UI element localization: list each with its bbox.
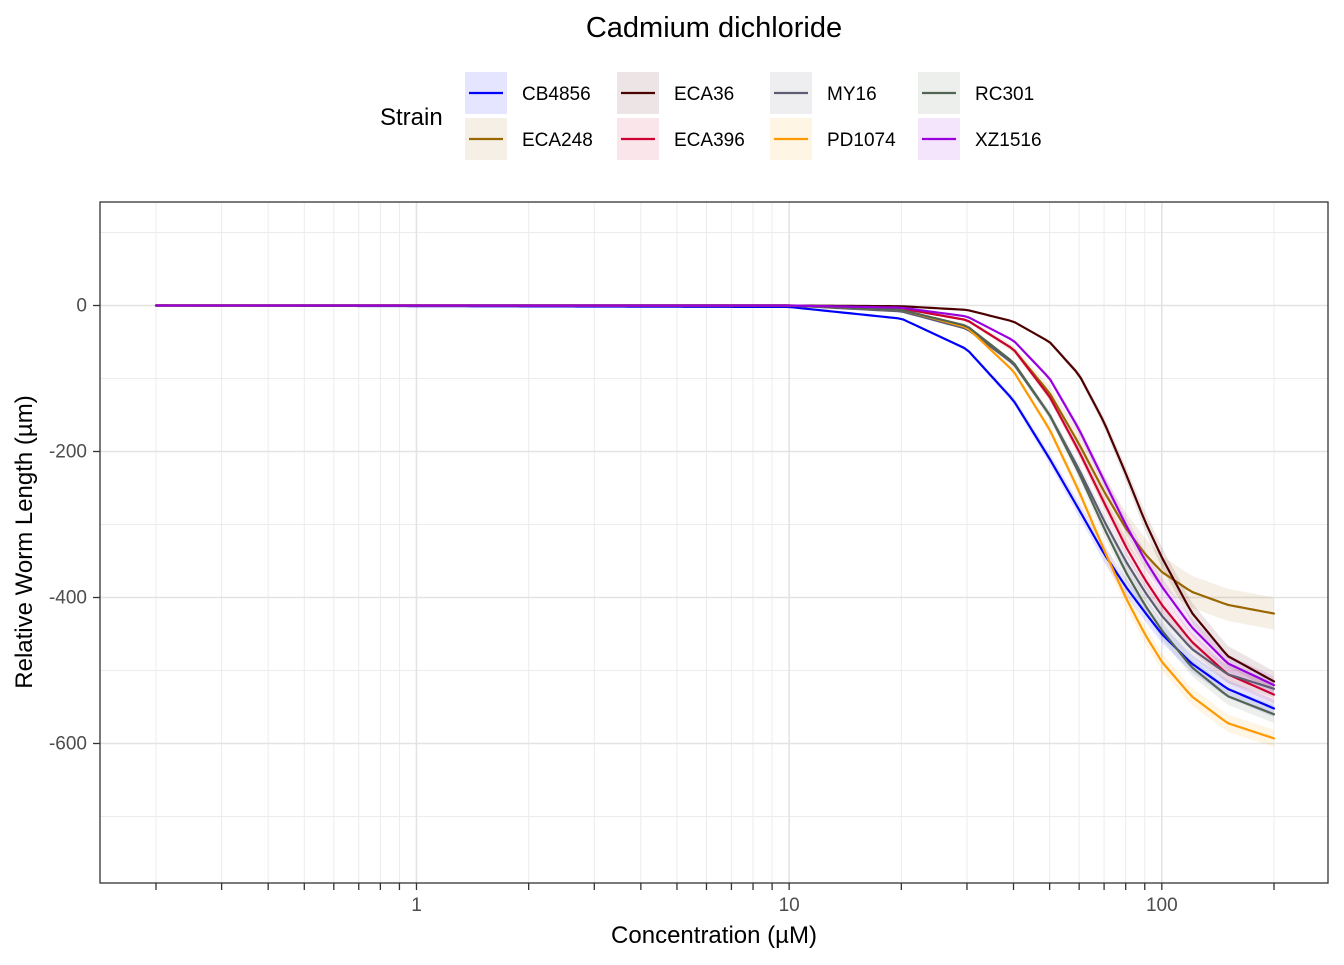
- legend-label-eca248: ECA248: [522, 130, 593, 151]
- x-tick-label: 10: [779, 895, 800, 916]
- grid-major: [100, 202, 1328, 883]
- legend-label-my16: MY16: [827, 84, 877, 105]
- y-tick-label: -600: [49, 734, 87, 755]
- x-tick-label: 100: [1146, 895, 1178, 916]
- series-lines: [154, 304, 1276, 740]
- legend-label-eca396: ECA396: [674, 130, 745, 151]
- chart-title: Cadmium dichloride: [586, 12, 842, 44]
- x-tick-label: 1: [411, 895, 422, 916]
- legend-label-pd1074: PD1074: [827, 130, 896, 151]
- y-tick-label: 0: [76, 296, 87, 317]
- axes: 0 -200 -400 -600 1 10 100: [49, 296, 1275, 916]
- y-tick-label: -400: [49, 588, 87, 609]
- legend-title: Strain: [380, 104, 443, 131]
- y-tick-label: -200: [49, 442, 87, 463]
- y-axis-label: Relative Worm Length (µm): [11, 395, 38, 688]
- panel-border: [99, 201, 1329, 884]
- series-line-xz1516: [154, 304, 1276, 687]
- x-axis-label: Concentration (µM): [611, 922, 817, 949]
- legend-label-cb4856: CB4856: [522, 84, 591, 105]
- legend-label-xz1516: XZ1516: [975, 130, 1042, 151]
- legend: CB4856 ECA248 ECA36 ECA396 MY16 PD1074 RC301 XZ…: [465, 72, 1042, 160]
- legend-label-rc301: RC301: [975, 84, 1034, 105]
- grid-minor: [100, 202, 1328, 883]
- legend-label-eca36: ECA36: [674, 84, 734, 105]
